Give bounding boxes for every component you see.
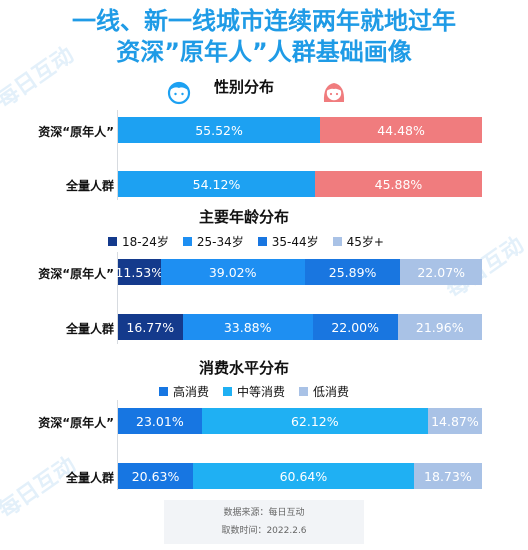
bar-segment: 11.53% (115, 259, 163, 285)
legend-swatch (299, 387, 308, 396)
date-text: 取数时间：2022.2.6 (221, 526, 307, 536)
chart-title-line1: 一线、新一线城市连续两年就地过年 (72, 7, 456, 35)
age-bar-row-1: 16.77% 33.88% 22.00% 21.96% (118, 314, 482, 340)
age-legend: 18-24岁 25-34岁 35-44岁 45岁+ (0, 233, 510, 250)
row-label: 全量人群 (65, 471, 114, 485)
age-bar-row-0: 11.53% 39.02% 25.89% 22.07% (115, 259, 482, 285)
bar-segment: 22.07% (400, 259, 482, 285)
bar-segment: 22.00% (312, 314, 398, 340)
legend-item: 45岁+ (332, 233, 384, 250)
legend-item: 18-24岁 (108, 233, 169, 250)
legend-label: 18-24岁 (122, 235, 169, 249)
spending-legend: 高消费 中等消费 低消费 (0, 383, 518, 400)
row-label: 资深“原年人” (38, 416, 114, 430)
source-text: 数据来源：每日互动 (223, 508, 305, 518)
watermark: 每日互动 (0, 452, 81, 524)
bar-segment: 55.52% (118, 117, 321, 143)
legend-swatch (222, 387, 232, 396)
bar-segment: 16.77% (118, 314, 183, 340)
bar-segment: 60.64% (193, 463, 414, 489)
spending-section-title: 消费水平分布 (198, 359, 289, 377)
legend-item: 25-34岁 (182, 233, 244, 250)
legend-label: 中等消费 (236, 385, 285, 399)
source-footer: 数据来源：每日互动 取数时间：2022.2.6 (164, 500, 364, 544)
spending-axis (117, 400, 118, 490)
age-axis (117, 252, 118, 344)
row-label: 资深“原年人” (38, 125, 114, 139)
bar-segment: 18.73% (413, 463, 482, 489)
bar-segment: 23.01% (118, 408, 202, 434)
age-section-title: 主要年龄分布 (198, 208, 289, 226)
legend-label: 25-34岁 (196, 235, 244, 249)
bar-segment: 39.02% (160, 259, 305, 285)
row-label: 全量人群 (65, 322, 114, 336)
bar-segment: 20.63% (118, 463, 194, 489)
legend-label: 高消费 (172, 385, 209, 399)
legend-swatch (257, 237, 267, 246)
spending-bar-row-1: 20.63% 60.64% 18.73% (118, 463, 482, 489)
bar-segment: 14.87% (427, 408, 482, 434)
legend-label: 45岁+ (346, 235, 384, 249)
spending-bar-row-0: 23.01% 62.12% 14.87% (118, 408, 482, 434)
bar-segment: 54.12% (118, 171, 315, 197)
gender-bar-row-0: 55.52% 44.48% (118, 117, 482, 143)
bar-segment: 62.12% (201, 408, 428, 434)
gender-bar-row-1: 54.12% 45.88% (118, 171, 482, 197)
bar-segment: 33.88% (182, 314, 313, 340)
row-label: 资深“原年人” (38, 267, 114, 281)
legend-swatch (182, 237, 192, 246)
legend-item: 高消费 (158, 383, 209, 400)
legend-swatch (332, 237, 342, 246)
legend-item: 35-44岁 (257, 233, 319, 250)
legend-swatch (108, 237, 118, 246)
gender-axis (117, 110, 118, 200)
bar-segment: 45.88% (314, 171, 482, 197)
legend-label: 35-44岁 (271, 235, 319, 249)
bar-segment: 44.48% (320, 117, 482, 143)
row-label: 全量人群 (65, 179, 114, 193)
legend-item: 低消费 (299, 383, 349, 400)
gender-section-title: 性别分布 (213, 78, 274, 96)
bar-segment: 21.96% (397, 314, 482, 340)
legend-swatch (158, 387, 168, 396)
legend-item: 中等消费 (222, 383, 285, 400)
female-face-icon (323, 83, 345, 102)
bar-segment: 25.89% (304, 259, 401, 285)
chart-title-line2: 资深”原年人”人群基础画像 (116, 38, 412, 66)
male-face-icon (167, 81, 191, 105)
legend-label: 低消费 (313, 385, 350, 399)
